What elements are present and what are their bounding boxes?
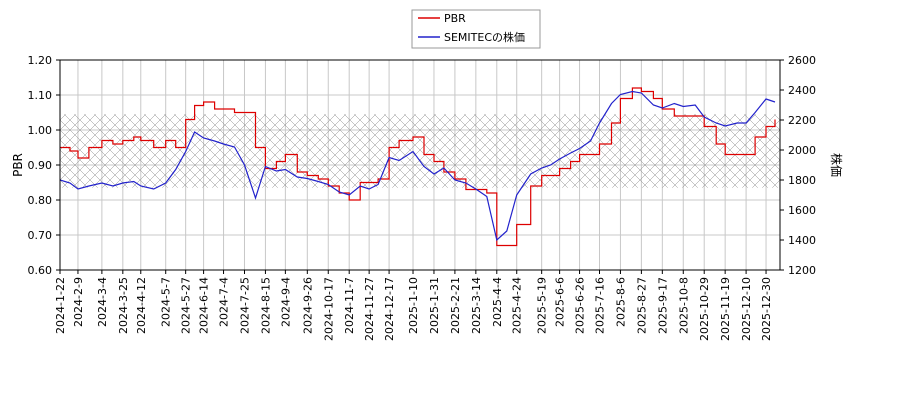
x-tick-label: 2025-11-19 (719, 277, 732, 341)
x-tick-label: 2024-7-25 (238, 277, 251, 334)
x-tick-label: 2025-1-31 (428, 277, 441, 334)
right-tick-label: 1600 (788, 204, 816, 217)
x-tick-label: 2024-12-17 (383, 277, 396, 341)
x-tick-label: 2025-10-8 (677, 277, 690, 334)
right-tick-label: 2600 (788, 54, 816, 67)
right-tick-label: 1200 (788, 264, 816, 277)
left-tick-label: 1.20 (28, 54, 53, 67)
series-line-price (60, 90, 776, 242)
x-tick-label: 2024-11-27 (363, 277, 376, 341)
x-tick-label: 2024-9-4 (279, 277, 292, 327)
left-axis-label: PBR (11, 153, 25, 177)
x-tick-label: 2025-8-6 (614, 277, 627, 327)
x-tick-label: 2025-9-17 (656, 277, 669, 334)
left-axis: 0.60 0.70 0.80 0.90 1.00 1.10 1.20 (28, 54, 60, 277)
left-tick-label: 0.90 (28, 159, 53, 172)
x-tick-label: 2025-8-27 (635, 277, 648, 334)
x-tick-label: 2024-3-4 (96, 277, 109, 327)
x-tick-label: 2024-5-27 (180, 277, 193, 334)
x-tick-label: 2024-4-12 (135, 277, 148, 334)
left-tick-label: 0.80 (28, 194, 53, 207)
x-tick-label: 2024-10-17 (322, 277, 335, 341)
x-tick-label: 2024-2-9 (72, 277, 85, 327)
x-tick-label: 2024-5-7 (160, 277, 173, 327)
x-axis: 2024-1-22 2024-2-9 2024-3-4 2024-3-25 2024-4… (54, 270, 773, 341)
series-line-pbr (60, 87, 776, 247)
left-tick-label: 0.60 (28, 264, 53, 277)
x-tick-label: 2025-6-6 (554, 277, 567, 327)
x-tick-label: 2024-7-4 (218, 277, 231, 327)
x-tick-label: 2025-12-30 (760, 277, 773, 341)
legend-box (411, 9, 541, 49)
series-lines (60, 87, 776, 247)
x-tick-label: 2024-1-22 (54, 277, 67, 334)
x-tick-label: 2025-2-21 (449, 277, 462, 334)
right-axis-label: 株価 (829, 153, 844, 177)
left-tick-label: 1.10 (28, 89, 53, 102)
right-axis: 1200 1400 1600 1800 2000 2200 2400 2600 (780, 54, 816, 277)
x-tick-label: 2025-5-19 (536, 277, 549, 334)
right-tick-label: 2200 (788, 114, 816, 127)
x-tick-label: 2025-10-29 (698, 277, 711, 341)
right-tick-label: 1400 (788, 234, 816, 247)
right-tick-label: 2000 (788, 144, 816, 157)
legend-label-pbr: PBR (444, 12, 466, 25)
x-tick-label: 2025-7-16 (594, 277, 607, 334)
x-tick-label: 2024-6-14 (198, 277, 211, 334)
legend: PBR SEMITECの株価 (411, 9, 541, 49)
x-tick-label: 2025-1-10 (407, 277, 420, 334)
hatched-band (60, 114, 780, 188)
x-tick-label: 2024-11-7 (343, 277, 356, 334)
x-tick-label: 2025-6-26 (574, 277, 587, 334)
x-tick-label: 2024-8-15 (259, 277, 272, 334)
x-tick-label: 2024-3-25 (117, 277, 130, 334)
left-tick-label: 1.00 (28, 124, 53, 137)
x-tick-label: 2025-4-24 (511, 277, 524, 334)
left-tick-label: 0.70 (28, 229, 53, 242)
right-tick-label: 1800 (788, 174, 816, 187)
right-tick-label: 2400 (788, 84, 816, 97)
x-tick-label: 2025-12-10 (740, 277, 753, 341)
legend-label-price: SEMITECの株価 (444, 30, 525, 44)
x-tick-label: 2025-3-14 (470, 277, 483, 334)
x-tick-label: 2025-4-4 (491, 277, 504, 327)
x-tick-label: 2024-9-26 (301, 277, 314, 334)
